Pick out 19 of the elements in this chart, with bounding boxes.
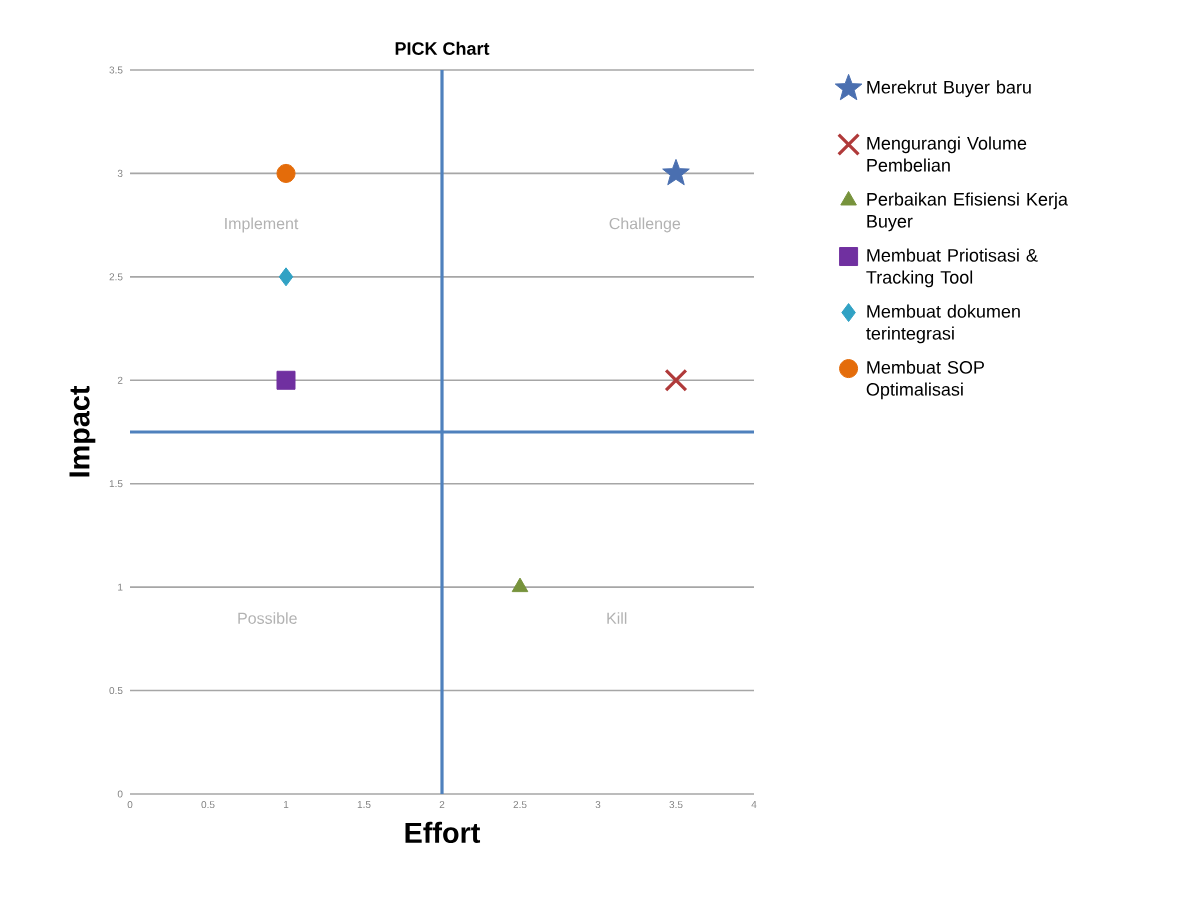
chart-title: PICK Chart bbox=[395, 41, 490, 55]
point bbox=[664, 368, 688, 392]
point bbox=[662, 158, 690, 186]
annotation: Challenge bbox=[609, 217, 681, 233]
point bbox=[511, 577, 529, 593]
legend-label: Mengurangi Volume Pembelian bbox=[867, 136, 1027, 172]
point bbox=[276, 163, 296, 183]
legend-label: Membuat dokumen terintegrasi bbox=[866, 304, 1020, 344]
legend-label: Perbaikan Efisiensi Kerja Buyer bbox=[867, 192, 1068, 232]
point bbox=[278, 267, 294, 287]
y-axis-title: Impact bbox=[69, 385, 96, 477]
annotation: Possible bbox=[238, 612, 297, 624]
legend-label: Membuat Priotisasi & Tracking Tool bbox=[866, 248, 1038, 288]
annotation: Implement bbox=[225, 217, 299, 233]
legend-label: Membuat SOP Optimalisasi bbox=[866, 360, 984, 400]
legend-label: Merekrut Buyer baru bbox=[867, 80, 1031, 98]
point bbox=[276, 370, 296, 390]
x-axis-title: Effort bbox=[405, 821, 481, 843]
annotation: Kill bbox=[607, 612, 627, 624]
